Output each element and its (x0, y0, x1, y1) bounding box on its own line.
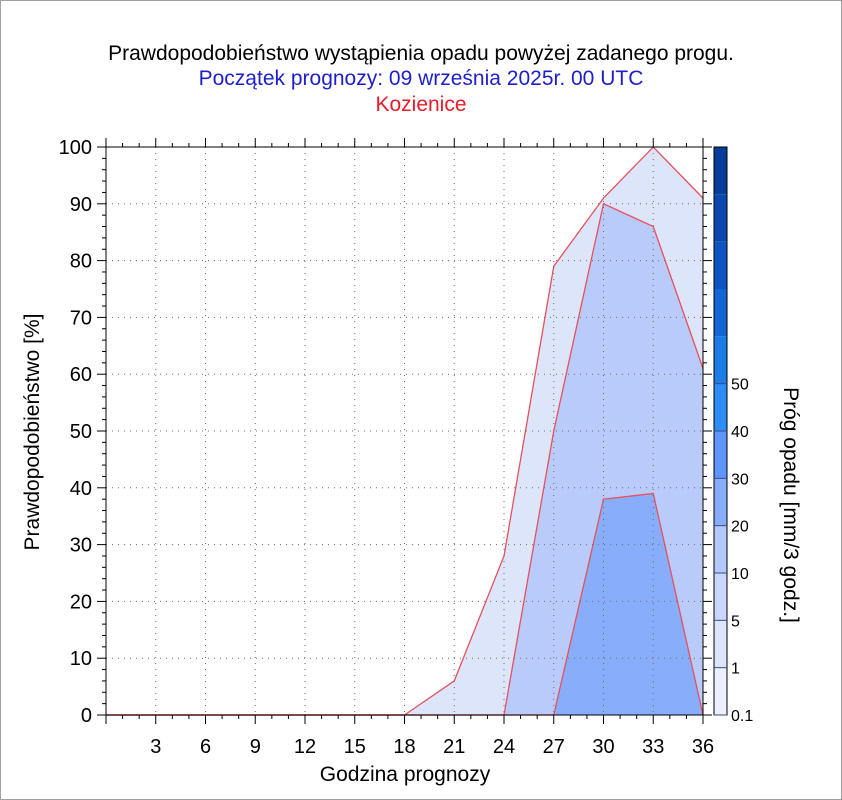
y-tick-label-10: 10 (70, 648, 92, 670)
x-tick-label-36: 36 (692, 736, 714, 758)
chart-title: Prawdopodobieństwo wystąpienia opadu pow… (108, 42, 734, 65)
colorbar-tick-label-5: 5 (731, 613, 740, 630)
x-tick-label-24: 24 (493, 736, 515, 758)
location-subtitle: Kozienice (375, 93, 467, 116)
colorbar-segment-5 (714, 431, 727, 479)
colorbar-tick-label-10: 10 (731, 566, 749, 583)
colorbar-segment-2 (714, 573, 727, 621)
x-tick-label-15: 15 (344, 736, 366, 758)
y-tick-label-40: 40 (70, 478, 92, 500)
colorbar-segment-1 (714, 620, 727, 668)
y-tick-label-50: 50 (70, 421, 92, 443)
data-point-s0-x27 (553, 265, 555, 267)
colorbar-tick-label-20: 20 (731, 519, 749, 536)
y-tick-label-80: 80 (70, 251, 92, 273)
x-tick-label-9: 9 (250, 736, 261, 758)
colorbar-tick-label-40: 40 (731, 424, 749, 441)
data-point-s0-x30 (602, 197, 605, 199)
y-tick-label-70: 70 (70, 307, 92, 329)
colorbar-segment-7 (714, 336, 727, 384)
colorbar-segment-6 (714, 383, 727, 431)
colorbar-tick-label-1: 1 (731, 661, 740, 678)
colorbar-segment-8 (714, 289, 727, 337)
y-tick-label-0: 0 (81, 705, 92, 727)
data-point-s1-x30 (602, 203, 605, 205)
colorbar-tick-label-50: 50 (731, 377, 749, 394)
data-point-s2-x30 (602, 498, 605, 500)
y-tick-label-100: 100 (59, 137, 92, 159)
area-series-2 (106, 493, 703, 715)
y-tick-label-20: 20 (70, 591, 92, 613)
x-tick-label-6: 6 (200, 736, 211, 758)
x-tick-label-33: 33 (642, 736, 664, 758)
y-tick-label-90: 90 (70, 194, 92, 216)
colorbar-label: Próg opadu [mm/3 godz.] (779, 387, 802, 623)
colorbar-tick-label-0.1: 0.1 (731, 708, 753, 725)
data-point-s2-x33 (652, 492, 654, 495)
colorbar-segment-3 (714, 525, 727, 573)
x-tick-label-30: 30 (592, 736, 614, 758)
colorbar-tick-label-30: 30 (731, 471, 749, 488)
forecast-start-subtitle: Początek prognozy: 09 września 2025r. 00… (198, 67, 644, 90)
x-tick-label-12: 12 (294, 736, 316, 758)
data-point-s1-x27 (553, 430, 555, 432)
x-tick-label-27: 27 (543, 736, 565, 758)
colorbar-segment-0 (714, 667, 727, 715)
x-axis-label: Godzina prognozy (320, 763, 491, 786)
x-tick-label-3: 3 (150, 736, 161, 758)
colorbar-segment-10 (714, 194, 727, 242)
y-axis-label: Prawdopodobieństwo [%] (21, 314, 44, 551)
x-tick-label-21: 21 (443, 736, 465, 758)
y-tick-label-60: 60 (70, 364, 92, 386)
area-series-1 (106, 203, 703, 716)
data-point-s1-x33 (652, 225, 654, 228)
y-tick-label-30: 30 (70, 535, 92, 557)
colorbar-segment-11 (714, 147, 727, 195)
colorbar-segment-9 (714, 241, 727, 289)
x-tick-label-18: 18 (393, 736, 415, 758)
colorbar-segment-4 (714, 478, 727, 526)
